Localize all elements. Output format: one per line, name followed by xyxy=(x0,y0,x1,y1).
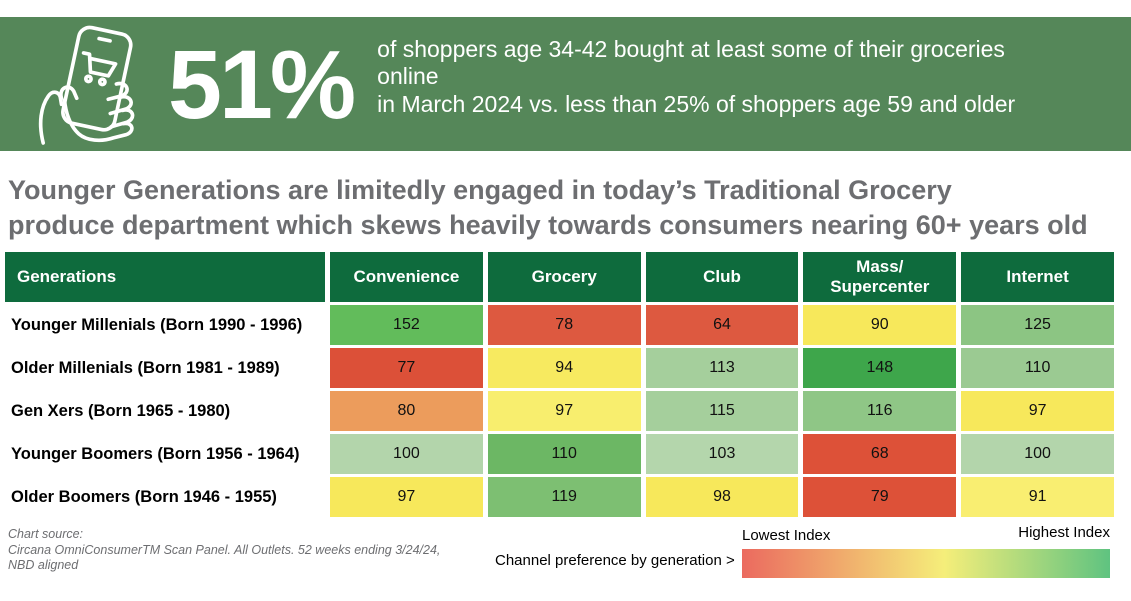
page-title-line2: produce department which skews heavily t… xyxy=(8,209,1088,240)
column-header-generations: Generations xyxy=(5,252,325,302)
generation-label: Older Millenials (Born 1981 - 1989) xyxy=(5,348,325,388)
heatmap-cell: 103 xyxy=(645,434,799,474)
column-header-internet: Internet xyxy=(961,252,1114,302)
heatmap-cell: 110 xyxy=(487,434,641,474)
chart-source-text2: NBD aligned xyxy=(8,558,79,573)
heatmap-cell: 119 xyxy=(487,477,641,517)
column-header-mass-supercenter: Mass/ Supercenter xyxy=(803,252,957,302)
heatmap-cell: 91 xyxy=(961,477,1114,517)
generation-label: Younger Millenials (Born 1990 - 1996) xyxy=(5,305,325,345)
heatmap-cell: 98 xyxy=(645,477,799,517)
heatmap-cell: 152 xyxy=(330,305,483,345)
chart-source-label: Chart source: xyxy=(8,527,84,541)
heatmap-cell: 97 xyxy=(961,391,1114,431)
heatmap-cell: 115 xyxy=(645,391,799,431)
heatmap-cell: 77 xyxy=(330,348,483,388)
heatmap-cell: 68 xyxy=(803,434,957,474)
stat-description-line2: in March 2024 vs. less than 25% of shopp… xyxy=(377,90,1016,117)
heatmap-cell: 148 xyxy=(803,348,957,388)
heatmap-cell: 100 xyxy=(330,434,483,474)
stat-description: of shoppers age 34-42 bought at least so… xyxy=(377,36,1017,117)
heatmap-cell: 113 xyxy=(645,348,799,388)
column-header-grocery: Grocery xyxy=(487,252,641,302)
heatmap-table: Generations Convenience Grocery Club Mas… xyxy=(5,252,1114,517)
generation-label: Gen Xers (Born 1965 - 1980) xyxy=(5,391,325,431)
page-title: Younger Generations are limitedly engage… xyxy=(8,173,1108,242)
legend-highest-label: Highest Index xyxy=(1018,524,1110,541)
page-title-line1: Younger Generations are limitedly engage… xyxy=(8,175,952,205)
stat-banner: 51% of shoppers age 34-42 bought at leas… xyxy=(0,17,1131,151)
heatmap-cell: 79 xyxy=(803,477,957,517)
heatmap-cell: 110 xyxy=(961,348,1114,388)
heatmap-cell: 116 xyxy=(803,391,957,431)
heatmap-cell: 97 xyxy=(487,391,641,431)
heatmap-cell: 100 xyxy=(961,434,1114,474)
hand-holding-phone-shopping-cart-icon xyxy=(38,25,135,145)
generation-label: Younger Boomers (Born 1956 - 1964) xyxy=(5,434,325,474)
legend-lowest-label: Lowest Index xyxy=(742,527,831,544)
heatmap-cell: 64 xyxy=(645,305,799,345)
heatmap-cell: 78 xyxy=(487,305,641,345)
chart-source-note: Chart source: Circana OmniConsumerTM Sca… xyxy=(8,527,478,574)
heatmap-cell: 90 xyxy=(803,305,957,345)
heatmap-cell: 97 xyxy=(330,477,483,517)
column-header-convenience: Convenience xyxy=(330,252,483,302)
stat-value: 51% xyxy=(168,29,356,139)
heatmap-cell: 125 xyxy=(961,305,1114,345)
column-header-club: Club xyxy=(645,252,799,302)
stat-description-line1: of shoppers age 34-42 bought at least so… xyxy=(377,36,1005,90)
legend-gradient-bar xyxy=(742,549,1110,578)
generation-label: Older Boomers (Born 1946 - 1955) xyxy=(5,477,325,517)
heatmap-cell: 80 xyxy=(330,391,483,431)
heatmap-cell: 94 xyxy=(487,348,641,388)
legend-caption: Channel preference by generation > xyxy=(495,552,735,569)
chart-source-text: Circana OmniConsumerTM Scan Panel. All O… xyxy=(8,542,441,557)
